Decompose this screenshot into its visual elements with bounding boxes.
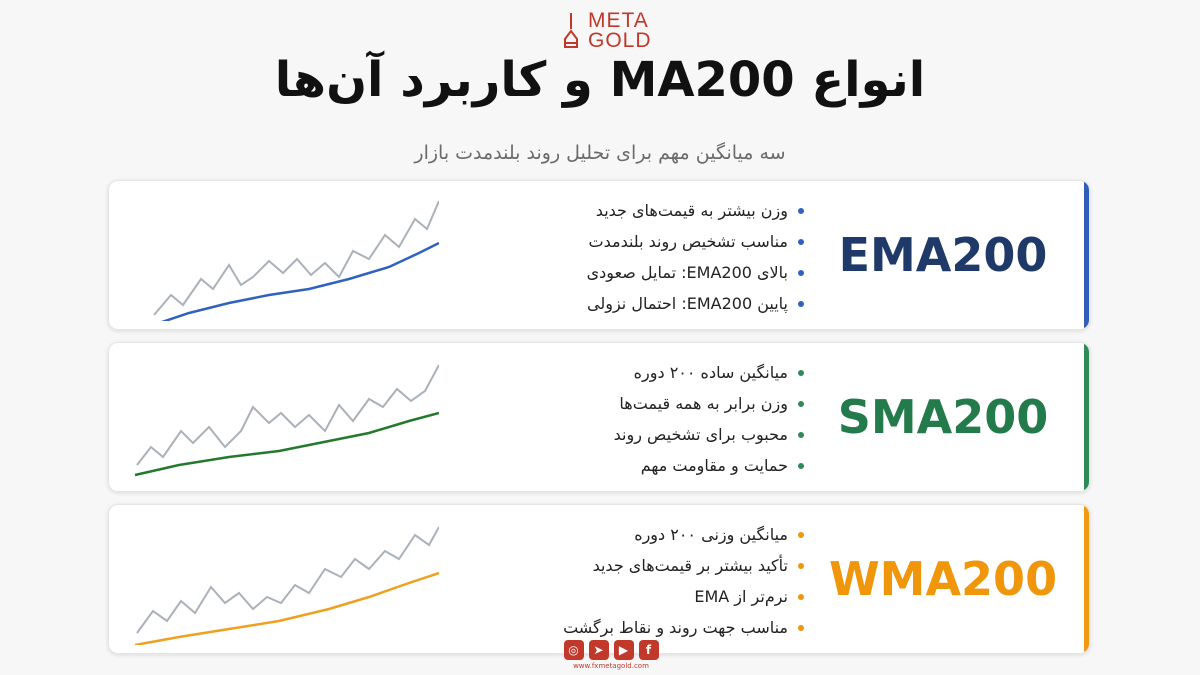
list-item: مناسب تشخیص روند بلندمدت [384, 226, 804, 257]
ma-line [134, 411, 439, 477]
bullet-dot [798, 462, 804, 469]
bullet-dot [798, 300, 804, 307]
candle-logo-icon [564, 13, 578, 48]
page-title: انواع MA200 و کاربرد آن‌ها [274, 52, 926, 108]
list-item: میانگین وزنی ۲۰۰ دوره [384, 519, 804, 550]
card-label: EMA200 [838, 228, 1048, 282]
feature-list: میانگین وزنی ۲۰۰ دوره تأکید بیشتر بر قیم… [384, 519, 804, 643]
logo-line-2: GOLD [588, 29, 652, 52]
price-chart-sma [134, 364, 439, 477]
list-item-text: تأکید بیشتر بر قیمت‌های جدید [592, 556, 788, 575]
list-item: نرم‌تر از EMA [384, 581, 804, 612]
ma-line [134, 571, 439, 645]
card-ema200: وزن بیشتر به قیمت‌های جدید مناسب تشخیص ر… [108, 180, 1090, 330]
facebook-icon[interactable]: f [638, 640, 659, 660]
bullet-dot [798, 562, 804, 569]
list-item-text: حمایت و مقاومت مهم [640, 456, 788, 475]
list-item-text: بالای EMA200: تمایل صعودی [586, 263, 788, 282]
price-line [153, 200, 439, 316]
bullet-dot [798, 624, 804, 631]
list-item: بالای EMA200: تمایل صعودی [384, 257, 804, 288]
price-line [136, 526, 439, 634]
list-item-text: مناسب جهت روند و نقاط برگشت [563, 618, 788, 637]
social-links: ◎ ➤ ▶ f www.fxmetagold.com [556, 640, 666, 670]
feature-list: میانگین ساده ۲۰۰ دوره وزن برابر به همه ق… [384, 357, 804, 481]
card-accent-bar [1084, 181, 1089, 329]
list-item: وزن برابر به همه قیمت‌ها [384, 388, 804, 419]
instagram-icon[interactable]: ◎ [563, 640, 584, 660]
list-item: وزن بیشتر به قیمت‌های جدید [384, 195, 804, 226]
list-item: محبوب برای تشخیص روند [384, 419, 804, 450]
card-accent-bar [1084, 343, 1089, 491]
logo-wordmark: META GOLD [588, 9, 652, 52]
bullet-dot [798, 207, 804, 214]
youtube-icon[interactable]: ▶ [613, 640, 634, 660]
list-item-text: وزن بیشتر به قیمت‌های جدید [595, 201, 788, 220]
price-chart-wma [134, 526, 439, 645]
page-subtitle: سه میانگین مهم برای تحلیل روند بلندمدت ب… [414, 142, 786, 164]
website-url[interactable]: www.fxmetagold.com [573, 662, 649, 670]
bullet-dot [798, 400, 804, 407]
bullet-dot [798, 269, 804, 276]
list-item-text: مناسب تشخیص روند بلندمدت [588, 232, 788, 251]
ma-line [161, 241, 439, 321]
bullet-dot [798, 593, 804, 600]
list-item: مناسب جهت روند و نقاط برگشت [384, 612, 804, 643]
bullet-dot [798, 369, 804, 376]
feature-list: وزن بیشتر به قیمت‌های جدید مناسب تشخیص ر… [384, 195, 804, 319]
price-chart-ema [153, 200, 439, 321]
list-item-text: نرم‌تر از EMA [694, 587, 788, 606]
bullet-dot [798, 431, 804, 438]
card-sma200: میانگین ساده ۲۰۰ دوره وزن برابر به همه ق… [108, 342, 1090, 492]
list-item-text: میانگین ساده ۲۰۰ دوره [633, 363, 788, 382]
list-item-text: وزن برابر به همه قیمت‌ها [619, 394, 788, 413]
bullet-dot [798, 238, 804, 245]
brand-logo: META GOLD [560, 8, 670, 54]
telegram-icon[interactable]: ➤ [588, 640, 609, 660]
logo-line-1: META [588, 9, 649, 32]
card-label: WMA200 [828, 552, 1058, 606]
list-item: پایین EMA200: احتمال نزولی [384, 288, 804, 319]
list-item-text: میانگین وزنی ۲۰۰ دوره [634, 525, 788, 544]
price-line [136, 364, 439, 466]
bullet-dot [798, 531, 804, 538]
card-wma200: میانگین وزنی ۲۰۰ دوره تأکید بیشتر بر قیم… [108, 504, 1090, 654]
list-item: تأکید بیشتر بر قیمت‌های جدید [384, 550, 804, 581]
card-accent-bar [1084, 505, 1089, 653]
list-item-text: پایین EMA200: احتمال نزولی [587, 294, 788, 313]
list-item: میانگین ساده ۲۰۰ دوره [384, 357, 804, 388]
card-label: SMA200 [837, 390, 1049, 444]
list-item: حمایت و مقاومت مهم [384, 450, 804, 481]
list-item-text: محبوب برای تشخیص روند [613, 425, 788, 444]
